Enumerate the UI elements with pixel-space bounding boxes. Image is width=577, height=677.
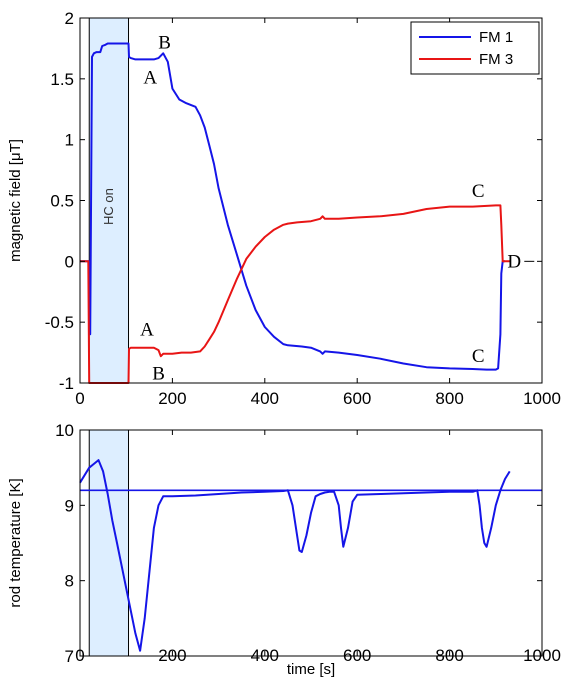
legend-label-fm1: FM 1 — [479, 29, 513, 46]
y-tick-label: 1 — [65, 131, 74, 150]
y-tick-label: 7 — [65, 647, 74, 666]
hc-on-shaded-region — [89, 18, 129, 383]
legend: FM 1 FM 3 — [410, 21, 540, 75]
x-tick-label: 0 — [75, 389, 84, 408]
y-tick-label: 9 — [65, 496, 74, 515]
annotation-c: C — [472, 181, 485, 202]
y-tick-label: 1.5 — [50, 70, 74, 89]
x-tick-label: 1000 — [523, 389, 561, 408]
series-line-rod-temperature — [79, 459, 511, 652]
x-tick-label: 800 — [435, 389, 463, 408]
y-tick-label: 0.5 — [50, 192, 74, 211]
magnetic-field-x-ticks: 0 200 400 600 800 1000 — [75, 18, 561, 408]
annotation-b: B — [152, 363, 165, 384]
y-tick-label: 8 — [65, 572, 74, 591]
annotation-c: C — [472, 346, 485, 367]
y-tick-label: -1 — [59, 374, 74, 393]
x-tick-label: 200 — [158, 646, 186, 665]
x-tick-label: 400 — [251, 646, 279, 665]
y-tick-label: -0.5 — [45, 313, 74, 332]
legend-label-fm3: FM 3 — [479, 51, 513, 68]
y-tick-label: 0 — [65, 252, 74, 271]
x-tick-label: 200 — [158, 389, 186, 408]
rod-temperature-y-ticks: 7 8 9 10 — [55, 421, 542, 666]
y-tick-label: 2 — [65, 9, 74, 28]
magnetic-field-y-ticks: -1 -0.5 0 0.5 1 1.5 2 — [45, 9, 542, 393]
y-tick-label: 10 — [55, 421, 74, 440]
x-tick-label: 600 — [343, 389, 371, 408]
time-x-axis-label: time [s] — [287, 661, 335, 677]
hc-on-shaded-region-bottom — [89, 430, 129, 656]
magnetic-field-plot: HC on 0 200 400 600 800 1000 -1-0.500.511.52 … — [7, 9, 561, 408]
x-tick-label: 600 — [343, 646, 371, 665]
magnetic-field-y-axis-label: magnetic field [μT] — [7, 139, 24, 262]
rod-temperature-x-ticks: 0 200 400 600 800 1000 — [75, 430, 561, 665]
rod-temperature-y-axis-label: rod temperature [K] — [7, 478, 24, 607]
annotation-a: A — [143, 68, 157, 89]
hc-on-label: HC on — [101, 188, 116, 225]
annotation-d: D — [507, 251, 521, 272]
annotation-b: B — [158, 32, 171, 53]
rod-temperature-series — [79, 459, 511, 652]
legend-box — [410, 21, 540, 75]
rod-temperature-axes-frame — [79, 429, 543, 657]
annotation-a: A — [140, 319, 154, 340]
series-line-fm1 — [80, 42, 505, 371]
x-tick-label: 800 — [435, 646, 463, 665]
x-tick-label: 400 — [251, 389, 279, 408]
